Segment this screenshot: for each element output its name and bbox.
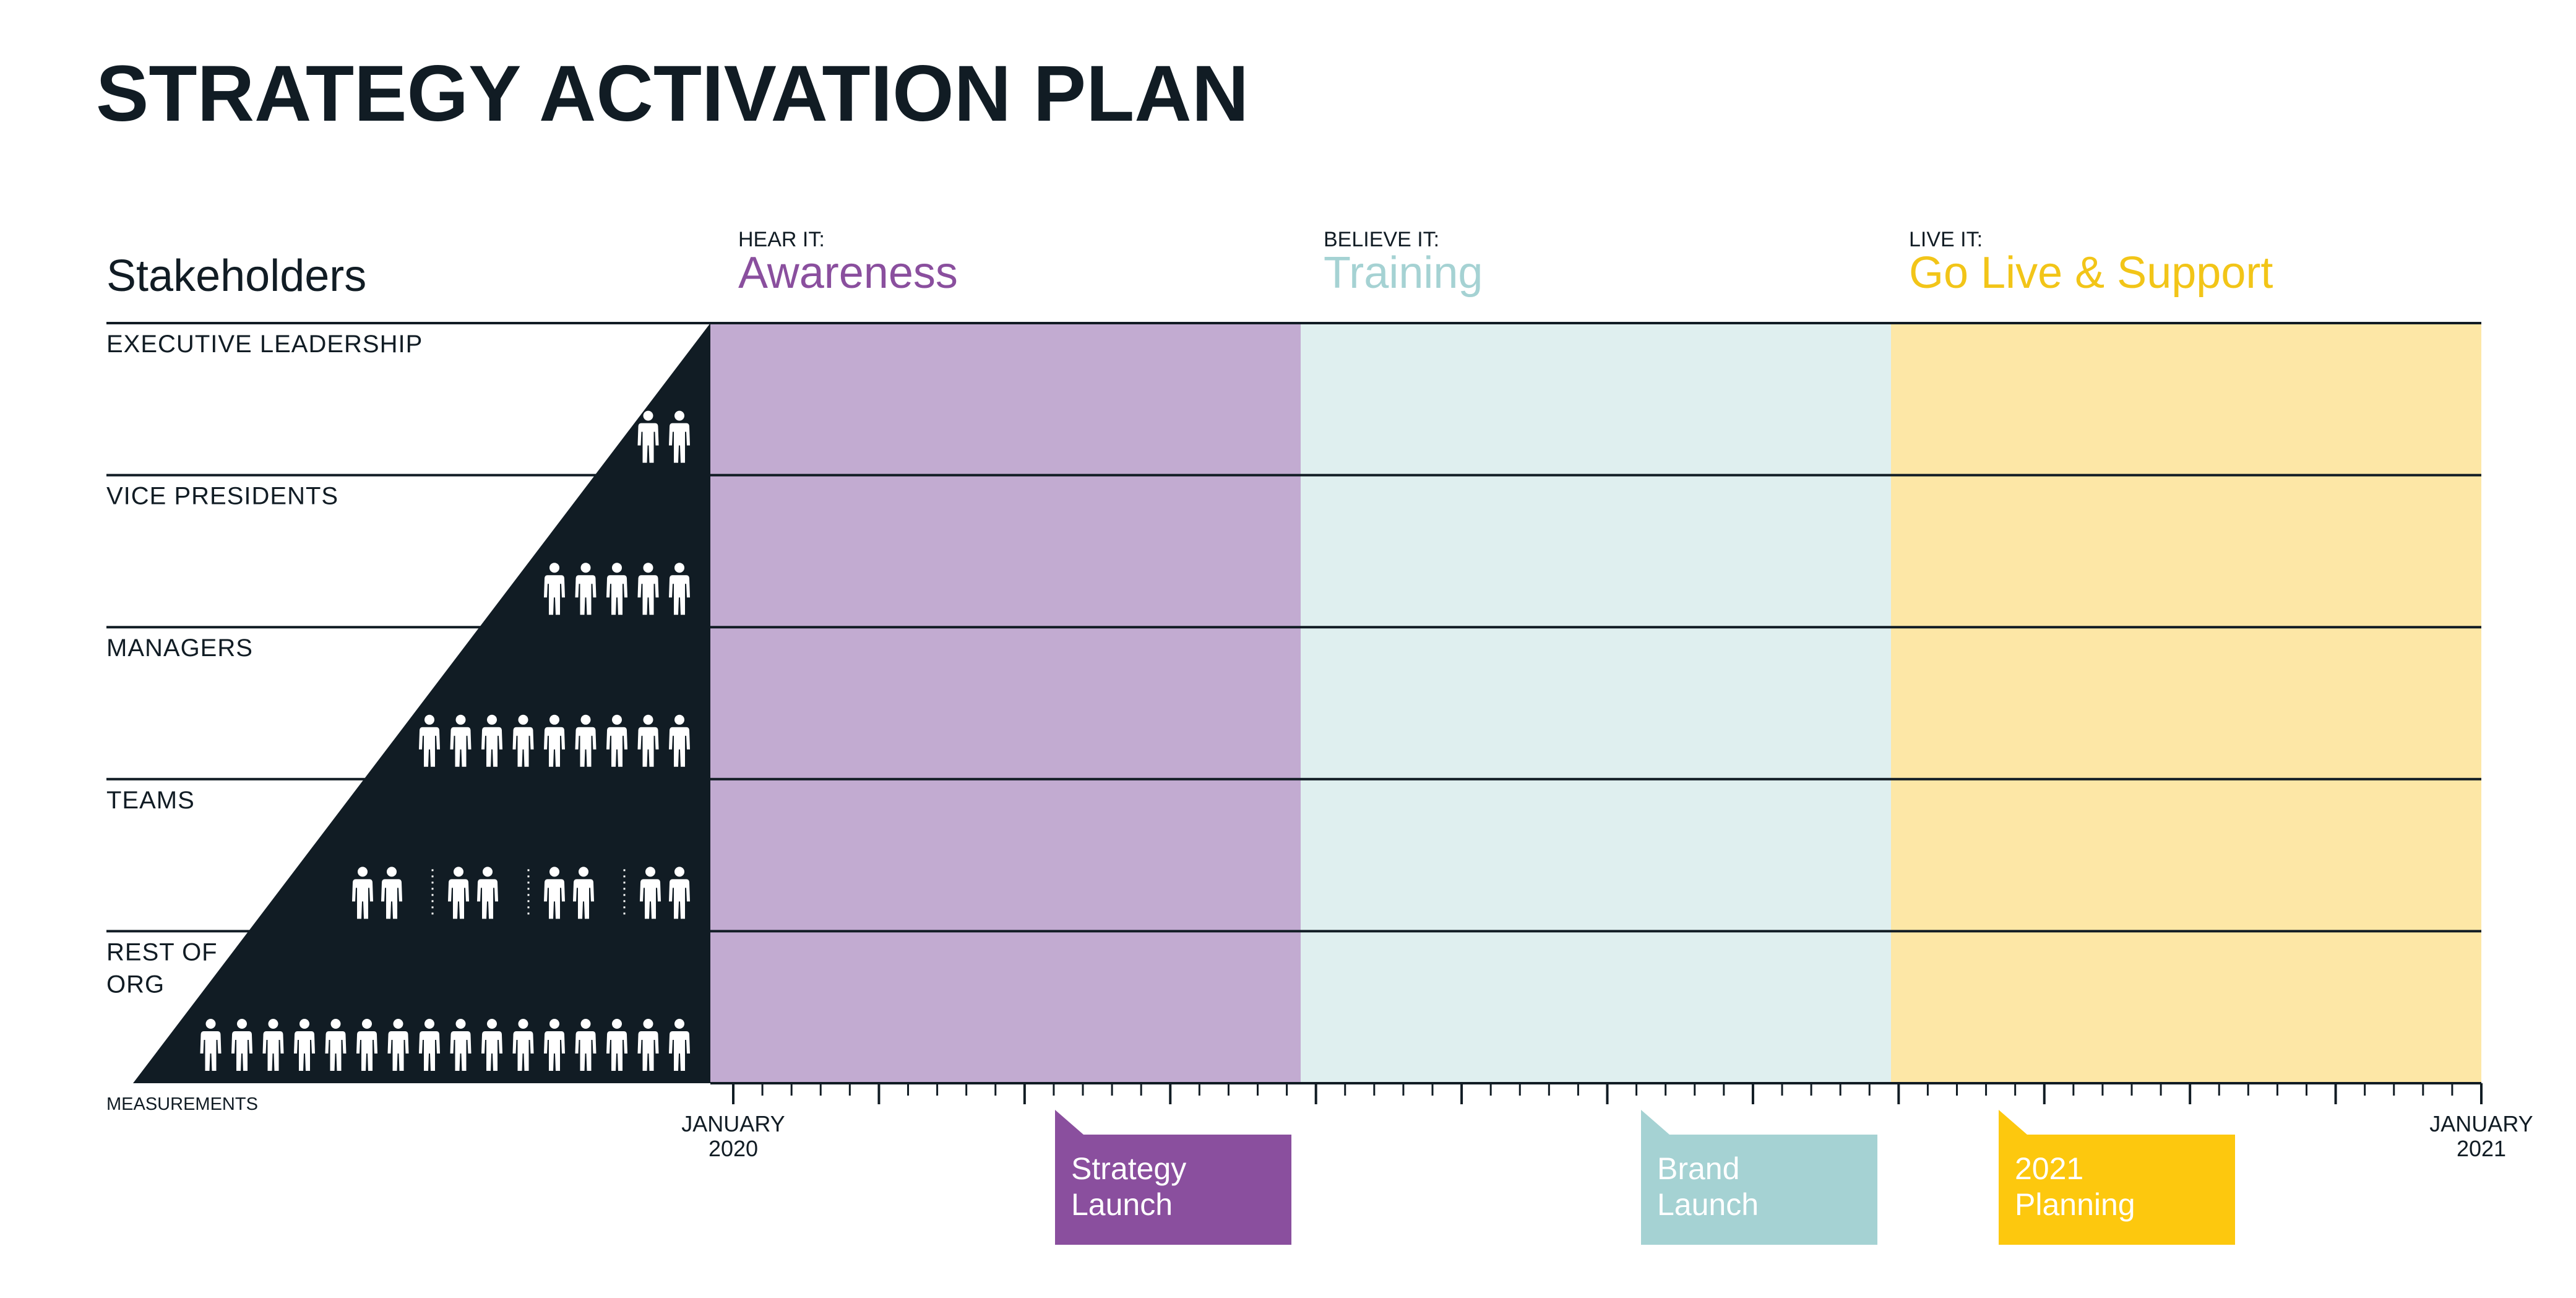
phase-kicker: HEAR IT:	[738, 228, 825, 251]
person-icon	[669, 563, 690, 615]
timeline-start-label: 2020	[709, 1136, 758, 1161]
milestone-label: 2021	[2015, 1151, 2083, 1186]
milestone-shape	[1055, 1110, 1291, 1245]
person-icon	[294, 1019, 315, 1071]
row-label: ORG	[106, 971, 165, 998]
stakeholder-labels: EXECUTIVE LEADERSHIP VICE PRESIDENTS MANAG…	[106, 331, 423, 998]
person-icon	[637, 410, 659, 463]
person-icon	[387, 1019, 409, 1071]
phase-kicker: BELIEVE IT:	[1324, 228, 1439, 251]
milestone-label: Brand	[1657, 1151, 1739, 1186]
person-icon	[606, 714, 627, 767]
timeline-start-label: JANUARY	[681, 1111, 785, 1136]
person-icon	[637, 714, 659, 767]
phase-headers: HEAR IT:Awareness BELIEVE IT:Training LIVE…	[738, 228, 2273, 298]
timeline-end-label: JANUARY	[2429, 1111, 2533, 1136]
person-icon	[637, 1019, 659, 1071]
phase-kicker: LIVE IT:	[1909, 228, 1983, 251]
stakeholders-heading: Stakeholders	[106, 251, 366, 301]
person-icon	[262, 1019, 284, 1071]
person-icon	[669, 867, 690, 919]
person-icon	[477, 867, 498, 919]
person-icon	[481, 1019, 502, 1071]
person-icon	[419, 1019, 440, 1071]
person-icon	[606, 563, 627, 615]
phase-band-1	[710, 323, 1301, 1083]
person-icon	[606, 1019, 627, 1071]
person-icon	[544, 1019, 565, 1071]
person-icon	[512, 1019, 534, 1071]
milestone-label: Planning	[2015, 1187, 2135, 1222]
person-icon	[669, 714, 690, 767]
person-icon	[544, 867, 565, 919]
person-icon	[544, 714, 565, 767]
person-icon	[381, 867, 402, 919]
person-icon	[448, 867, 469, 919]
milestone-label: Strategy	[1071, 1151, 1186, 1186]
person-icon	[231, 1019, 252, 1071]
people-icons	[200, 410, 690, 1071]
person-icon	[200, 1019, 222, 1071]
person-icon	[575, 714, 597, 767]
row-label: VICE PRESIDENTS	[106, 483, 338, 510]
row-label: TEAMS	[106, 787, 195, 814]
milestone-shape	[1641, 1110, 1877, 1245]
timeline-end-label: 2021	[2457, 1136, 2506, 1161]
row-label: EXECUTIVE LEADERSHIP	[106, 331, 423, 358]
phase-bands	[710, 323, 2481, 1083]
person-icon	[352, 867, 373, 919]
milestone-label: Launch	[1071, 1187, 1173, 1222]
person-icon	[356, 1019, 377, 1071]
measurements-label: MEASUREMENTS	[106, 1094, 258, 1114]
person-icon	[573, 867, 594, 919]
person-icon	[669, 410, 690, 463]
person-icon	[640, 867, 661, 919]
stakeholder-pyramid	[133, 323, 710, 1083]
row-label: REST OF	[106, 938, 218, 966]
milestone-shape	[1999, 1110, 2235, 1245]
row-label: MANAGERS	[106, 634, 253, 662]
phase-band-3	[1891, 323, 2481, 1083]
person-icon	[450, 1019, 472, 1071]
person-icon	[637, 563, 659, 615]
person-icon	[450, 714, 472, 767]
phase-name: Go Live & Support	[1909, 248, 2273, 298]
page-title: STRATEGY ACTIVATION PLAN	[96, 50, 1249, 138]
phase-band-2	[1301, 323, 1891, 1083]
person-icon	[419, 714, 440, 767]
person-icon	[669, 1019, 690, 1071]
person-icon	[481, 714, 502, 767]
person-icon	[512, 714, 534, 767]
milestone-label: Launch	[1657, 1187, 1759, 1222]
person-icon	[325, 1019, 347, 1071]
phase-name: Training	[1324, 248, 1483, 298]
person-icon	[575, 1019, 597, 1071]
person-icon	[575, 563, 597, 615]
person-icon	[544, 563, 565, 615]
phase-name: Awareness	[738, 248, 958, 298]
